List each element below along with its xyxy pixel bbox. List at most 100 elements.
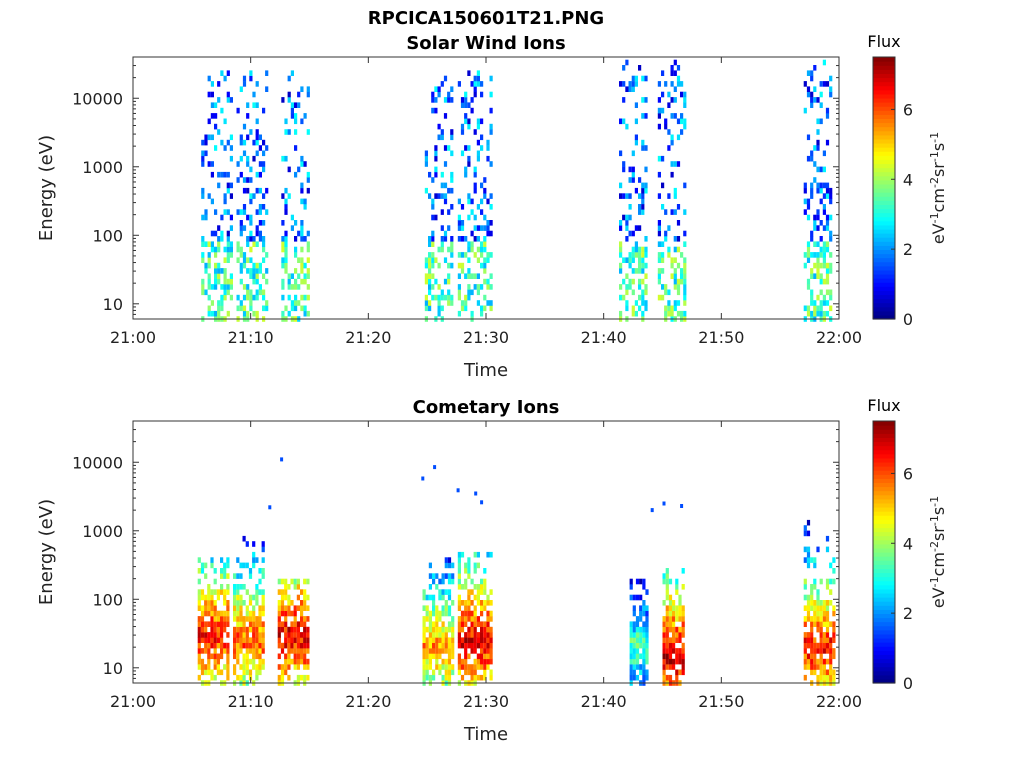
heatmap-cell (464, 166, 468, 173)
heatmap-cell (467, 600, 471, 606)
heatmap-cell (486, 621, 490, 627)
heatmap-cell (265, 268, 269, 274)
heatmap-cell (249, 305, 253, 312)
heatmap-cell (248, 573, 253, 579)
heatmap-cell (438, 637, 442, 643)
heatmap-cell (306, 129, 310, 135)
heatmap-cell (810, 294, 814, 301)
heatmap-cell (447, 605, 452, 611)
heatmap-cell (293, 605, 297, 611)
heatmap-cell (280, 648, 285, 654)
heatmap-cell (457, 214, 461, 221)
heatmap-cell (806, 605, 811, 611)
heatmap-cell (816, 674, 820, 681)
heatmap-cell (425, 664, 429, 670)
heatmap-cell (641, 97, 645, 103)
colorbar-band (873, 642, 895, 647)
heatmap-cell (810, 289, 814, 296)
colorbar-band (873, 421, 895, 426)
heatmap-cell (639, 626, 643, 633)
heatmap-cell (813, 161, 817, 167)
heatmap-cell (632, 637, 636, 643)
heatmap-cell (204, 209, 208, 215)
heatmap-cell (226, 669, 230, 676)
heatmap-cell (437, 284, 441, 290)
heatmap-cell (673, 305, 677, 312)
heatmap-cell (297, 166, 301, 173)
heatmap-cell (220, 616, 224, 622)
heatmap-cell (294, 113, 298, 119)
heatmap-cell (438, 616, 442, 622)
heatmap-cell (676, 278, 681, 285)
heatmap-cell (825, 578, 830, 585)
heatmap-cell (435, 653, 439, 660)
heatmap-cell (293, 637, 297, 643)
heatmap-cell (242, 139, 247, 146)
heatmap-cell (819, 252, 823, 258)
heatmap-cell (816, 97, 820, 103)
heatmap-cell (217, 310, 221, 317)
heatmap-cell (644, 273, 648, 279)
heatmap-cell (207, 75, 211, 82)
heatmap-cell (622, 294, 626, 301)
heatmap-cell (451, 664, 455, 670)
heatmap-cell (619, 268, 623, 274)
heatmap-cell (816, 589, 820, 595)
heatmap-cell (428, 562, 432, 569)
heatmap-cell (483, 305, 487, 312)
heatmap-cell (810, 632, 814, 638)
x-tick-label: 21:40 (581, 328, 627, 347)
heatmap-cell (217, 278, 221, 285)
heatmap-cell (306, 578, 310, 585)
heatmap-cell (428, 653, 432, 660)
heatmap-cell (277, 632, 281, 638)
heatmap-cell (210, 653, 214, 660)
heatmap-cell (447, 626, 452, 633)
heatmap-cell (220, 632, 224, 638)
heatmap-cell (625, 59, 629, 66)
heatmap-cell (803, 642, 807, 649)
heatmap-cell (806, 86, 811, 92)
heatmap-cell (265, 252, 269, 258)
heatmap-cell (681, 621, 685, 627)
heatmap-cell (440, 182, 444, 189)
heatmap-cell (644, 113, 648, 119)
heatmap-cell (287, 600, 291, 606)
colorbar-band (873, 650, 895, 655)
heatmap-cell (467, 102, 471, 108)
heatmap-cell (657, 257, 661, 263)
heatmap-cell (447, 289, 451, 296)
heatmap-cell (473, 236, 477, 242)
heatmap-cell (262, 204, 266, 210)
heatmap-cell (277, 653, 281, 660)
heatmap-cell (242, 664, 246, 670)
heatmap-cell (258, 648, 262, 654)
heatmap-cell (635, 594, 640, 601)
heatmap-cell (451, 616, 455, 622)
heatmap-cell (233, 669, 237, 676)
colorbar-band (873, 629, 895, 635)
heatmap-cell (668, 605, 673, 611)
heatmap-cell (432, 669, 436, 676)
heatmap-cell (632, 605, 636, 611)
heatmap-cell (242, 305, 247, 312)
heatmap-cell (619, 284, 623, 290)
heatmap-cell (675, 610, 679, 617)
heatmap-cell (450, 204, 454, 210)
heatmap-cell (803, 187, 807, 194)
heatmap-cell (200, 594, 205, 601)
heatmap-cell (813, 262, 817, 269)
heatmap-cell (239, 648, 243, 654)
heatmap-cell (622, 278, 626, 285)
heatmap-cell (634, 134, 638, 141)
heatmap-cell (678, 605, 682, 611)
heatmap-cell (810, 626, 814, 633)
heatmap-cell (258, 230, 262, 237)
heatmap-cell (213, 648, 217, 654)
heatmap-cell (460, 268, 465, 274)
heatmap-cell (284, 305, 288, 312)
heatmap-cell (670, 70, 674, 76)
heatmap-cell (464, 273, 468, 279)
heatmap-cell (297, 273, 301, 279)
heatmap-cell (242, 262, 247, 269)
